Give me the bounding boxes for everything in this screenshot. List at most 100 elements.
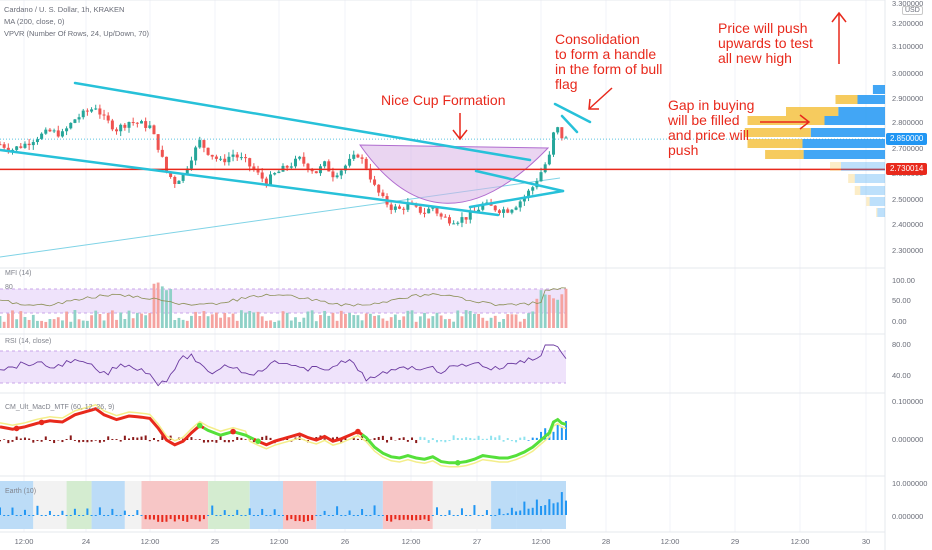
macd-histogram-bar bbox=[161, 435, 164, 440]
currency-label[interactable]: USD bbox=[902, 6, 923, 15]
earth-bar bbox=[481, 515, 484, 516]
mfi-volume-bar bbox=[418, 316, 422, 328]
macd-histogram-bar bbox=[456, 437, 459, 440]
earth-bar bbox=[319, 515, 322, 516]
macd-histogram-bar bbox=[465, 437, 468, 440]
macd-histogram-bar bbox=[65, 439, 68, 440]
earth-bar bbox=[531, 507, 534, 515]
time-tick: 28 bbox=[601, 537, 611, 546]
mfi-volume-bar bbox=[281, 311, 285, 328]
candle-body bbox=[248, 158, 252, 167]
cup-shape bbox=[359, 144, 550, 204]
earth-bar bbox=[510, 507, 513, 515]
earth-block bbox=[491, 481, 517, 529]
mfi-volume-bar bbox=[543, 294, 547, 328]
earth-bar bbox=[28, 515, 31, 516]
earth-bar bbox=[419, 515, 422, 520]
annotation-cup[interactable]: Nice Cup Formation bbox=[381, 92, 506, 108]
flag-lower-line bbox=[560, 114, 579, 134]
mfi-volume-bar bbox=[431, 316, 435, 328]
candle-body bbox=[447, 217, 451, 224]
mfi-label[interactable]: MFI (14) bbox=[5, 270, 32, 277]
earth-bar bbox=[506, 513, 509, 515]
earth-bar bbox=[90, 515, 93, 516]
earth-label[interactable]: Earth (10) bbox=[5, 488, 37, 495]
macd-histogram-bar bbox=[236, 437, 239, 440]
price-tick: 3.300000 bbox=[892, 0, 924, 8]
mfi-volume-bar bbox=[335, 320, 339, 328]
earth-bar bbox=[248, 508, 251, 515]
earth-block bbox=[33, 481, 67, 529]
earth-bar bbox=[386, 515, 389, 521]
candle-body bbox=[452, 223, 456, 225]
mfi-volume-bar bbox=[360, 320, 364, 328]
macd-histogram-bar bbox=[152, 438, 155, 440]
mfi-volume-bar bbox=[210, 314, 214, 328]
earth-bar bbox=[198, 515, 201, 522]
macd-histogram-bar bbox=[40, 440, 43, 442]
earth-bar bbox=[540, 506, 543, 515]
macd-histogram-bar bbox=[427, 440, 430, 443]
earth-bar bbox=[173, 515, 176, 522]
rsi-line bbox=[0, 344, 567, 387]
vpvr-indicator-label[interactable]: VPVR (Number Of Rows, 24, Up/Down, 70) bbox=[4, 29, 150, 38]
mfi-volume-bar bbox=[539, 290, 543, 328]
mfi-volume-bar bbox=[223, 312, 227, 328]
rsi-label[interactable]: RSI (14, close) bbox=[5, 338, 52, 345]
mfi-volume-bar bbox=[135, 312, 139, 328]
mfi-volume-bar bbox=[560, 294, 564, 328]
earth-bar bbox=[53, 515, 56, 516]
earth-bar bbox=[294, 515, 297, 522]
earth-bar bbox=[57, 515, 60, 516]
earth-bar bbox=[361, 509, 364, 515]
mfi-band bbox=[0, 289, 566, 313]
macd-label[interactable]: CM_Ult_MacD_MTF (60, 12, 26, 9) bbox=[5, 404, 115, 411]
candle-body bbox=[206, 147, 210, 155]
candle-body bbox=[310, 169, 314, 172]
earth-bar bbox=[103, 515, 106, 516]
earth-bar bbox=[406, 515, 409, 520]
annotation-gap[interactable]: Gap in buying will be filled and price w… bbox=[668, 98, 754, 158]
earth-block bbox=[208, 481, 250, 529]
mfi-volume-bar bbox=[119, 312, 123, 328]
candle-body bbox=[423, 212, 426, 214]
macd-histogram-bar bbox=[144, 435, 147, 440]
mfi-volume-bar bbox=[498, 321, 501, 328]
earth-bar bbox=[369, 515, 372, 516]
macd-pane bbox=[0, 403, 567, 468]
mfi-volume-bar bbox=[69, 321, 73, 328]
candle-body bbox=[293, 158, 297, 167]
candle-body bbox=[427, 208, 431, 214]
macd-axis-tick: 0.100000 bbox=[892, 397, 924, 406]
time-tick: 12:00 bbox=[140, 537, 160, 546]
mfi-volume-bar bbox=[277, 320, 281, 328]
main-price-pane bbox=[0, 104, 885, 258]
annotation-handle[interactable]: Consolidation to form a handle in the fo… bbox=[555, 32, 662, 92]
candle-body bbox=[339, 170, 343, 176]
macd-histogram-bar bbox=[481, 438, 484, 440]
macd-histogram-bar bbox=[202, 440, 205, 443]
candle-body bbox=[560, 127, 564, 139]
earth-bar bbox=[469, 515, 472, 516]
vpvr-down-row bbox=[765, 150, 804, 159]
macd-histogram-bar bbox=[78, 440, 81, 443]
annotation-target[interactable]: Price will push upwards to test all new … bbox=[718, 21, 813, 66]
rsi-axis-tick: 40.00 bbox=[892, 371, 911, 380]
mfi-volume-bar bbox=[485, 320, 489, 328]
macd-histogram-bar bbox=[494, 437, 497, 440]
arrow-target bbox=[831, 11, 847, 64]
mfi-volume-bar bbox=[368, 313, 372, 328]
mfi-volume-bar bbox=[127, 310, 131, 328]
ma-indicator-label[interactable]: MA (200, close, 0) bbox=[4, 17, 65, 26]
level-price-badge: 2.730014 bbox=[886, 163, 928, 176]
earth-bar bbox=[128, 515, 131, 516]
mfi-volume-bar bbox=[85, 320, 89, 328]
macd-histogram-bar bbox=[565, 421, 567, 440]
earth-bar bbox=[190, 515, 193, 520]
earth-bar bbox=[448, 510, 451, 515]
earth-bar bbox=[473, 505, 476, 515]
earth-bar bbox=[44, 515, 47, 516]
mfi-volume-bar bbox=[264, 320, 268, 328]
mfi-volume-bar bbox=[556, 299, 560, 328]
